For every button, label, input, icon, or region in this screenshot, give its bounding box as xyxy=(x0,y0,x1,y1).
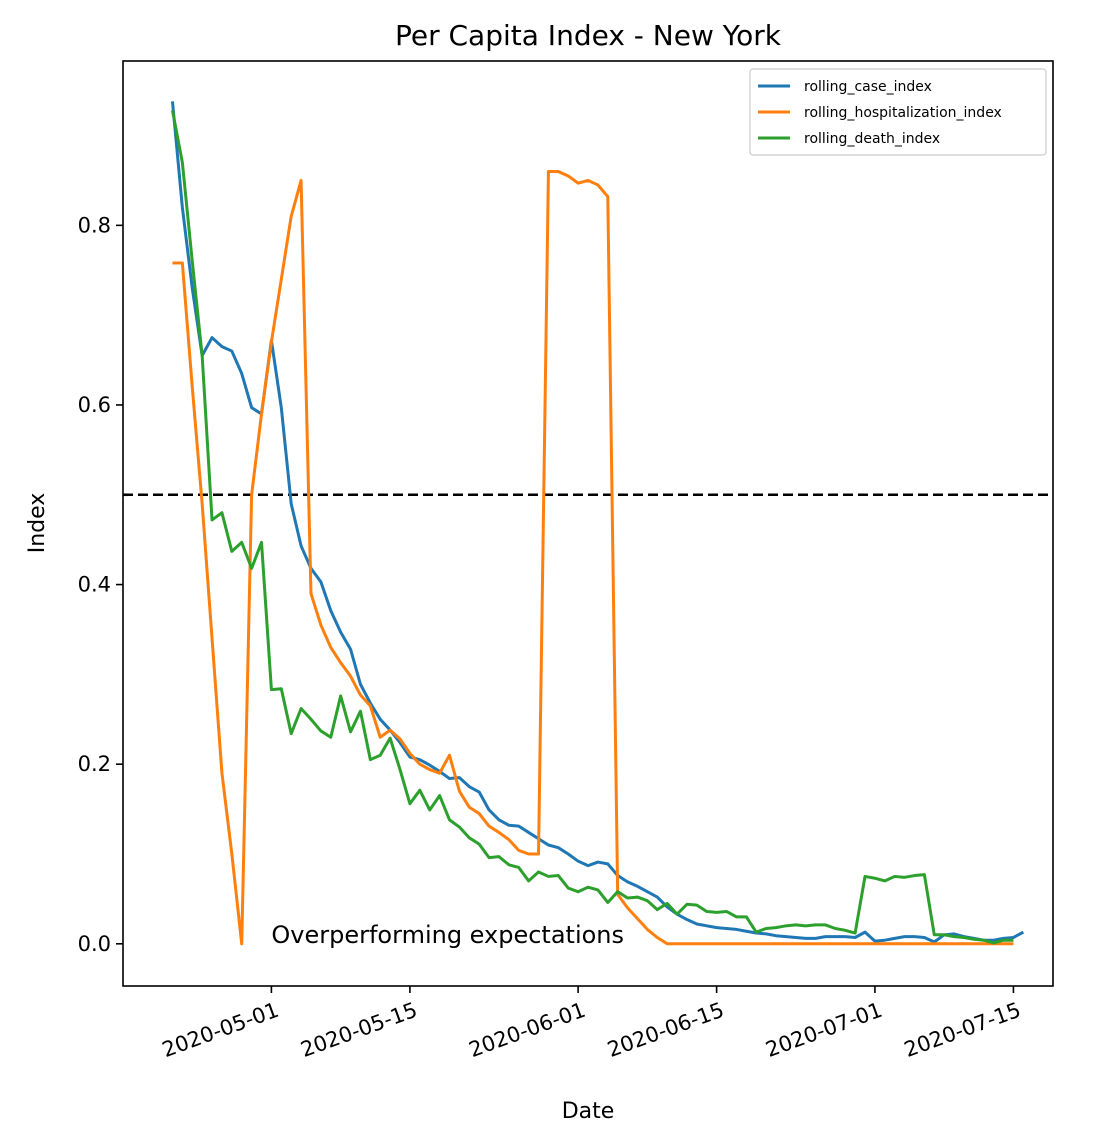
series-line-rolling-hospitalization-index xyxy=(172,169,1014,946)
x-axis-label: Date xyxy=(562,1099,615,1124)
x-tick-label: 2020-07-15 xyxy=(901,998,1024,1062)
x-tick-label: 2020-06-01 xyxy=(466,998,589,1062)
x-tick-label: 2020-05-15 xyxy=(298,998,421,1062)
y-tick-label: 0.0 xyxy=(78,932,111,956)
x-tick-label: 2020-06-15 xyxy=(604,998,727,1062)
legend: rolling_case_index rolling_hospitalizatio… xyxy=(749,68,1047,156)
plot-area xyxy=(123,101,1053,946)
y-axis: 0.0 0.2 0.4 0.6 0.8 xyxy=(78,213,123,956)
series-line-rolling-case-index xyxy=(170,101,1025,944)
legend-label: rolling_death_index xyxy=(804,131,940,147)
x-axis: 2020-05-01 2020-05-15 2020-06-01 2020-06-15… xyxy=(159,986,1024,1062)
y-tick-label: 0.4 xyxy=(78,573,111,597)
legend-label: rolling_case_index xyxy=(804,79,932,95)
y-tick-label: 0.6 xyxy=(78,393,111,417)
annotation-text: Overperforming expectations xyxy=(271,921,624,949)
legend-label: rolling_hospitalization_index xyxy=(804,105,1002,121)
x-tick-label: 2020-07-01 xyxy=(763,998,886,1062)
y-tick-label: 0.2 xyxy=(78,752,111,776)
chart-title: Per Capita Index - New York xyxy=(395,19,782,52)
legend-box xyxy=(749,68,1047,156)
series-line-rolling-death-index xyxy=(170,110,1014,945)
y-axis-label: Index xyxy=(25,493,50,554)
plot-frame xyxy=(122,60,1054,987)
y-tick-label: 0.8 xyxy=(78,213,111,237)
x-tick-label: 2020-05-01 xyxy=(159,998,282,1062)
